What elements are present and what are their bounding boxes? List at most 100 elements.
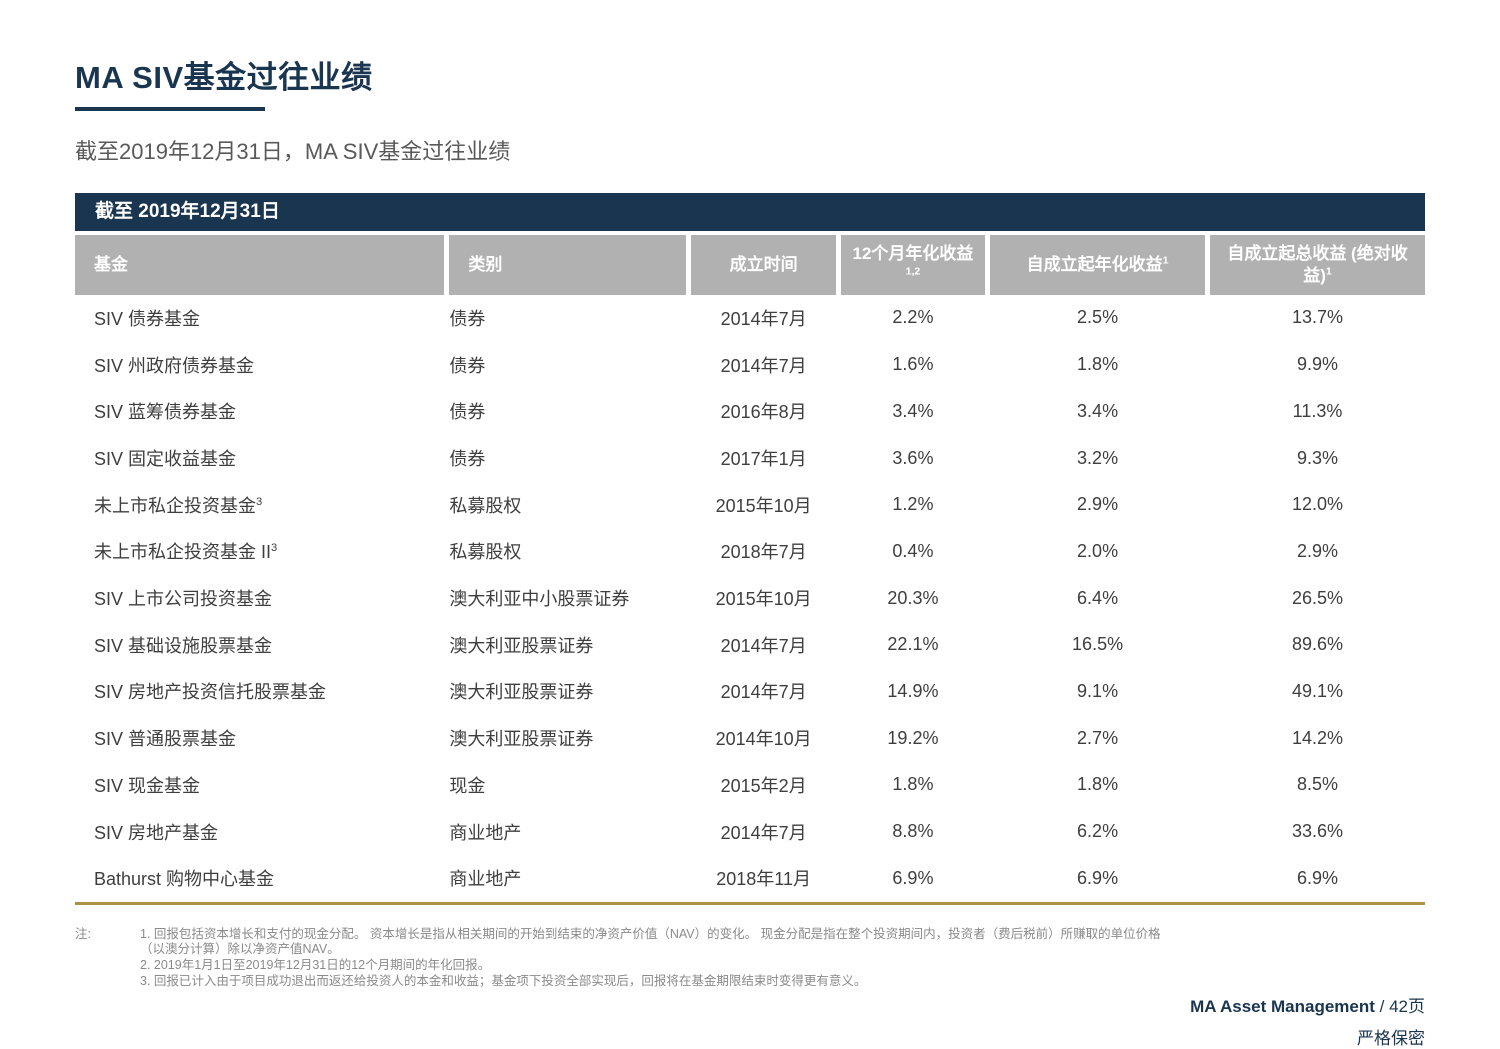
return-total-since-cell: 13.7%: [1292, 307, 1344, 328]
return-total-since-cell: 8.5%: [1297, 774, 1339, 795]
return-12m-cell: 0.4%: [892, 540, 934, 561]
fund-name-cell: SIV 上市公司投资基金: [94, 589, 273, 610]
return-total-since-cell: 26.5%: [1292, 587, 1344, 608]
return-annualized-since-cell: 2.0%: [1077, 540, 1119, 561]
return-total-since-cell: 6.9%: [1297, 867, 1339, 888]
table-row: SIV 固定收益基金 债券 2017年1月 3.6% 3.2% 9.3%: [75, 435, 1425, 482]
column-header-label: 12个月年化收益1,2: [852, 244, 974, 277]
inception-cell: 2014年7月: [720, 822, 807, 843]
return-annualized-since-cell: 16.5%: [1072, 634, 1124, 655]
table-row: SIV 普通股票基金 澳大利亚股票证券 2014年10月 19.2% 2.7% 14.2%: [75, 715, 1425, 762]
return-annualized-since-cell: 6.4%: [1077, 587, 1119, 608]
inception-cell: 2015年10月: [715, 495, 812, 516]
footnote-marker: 1,2: [905, 264, 921, 277]
page-subtitle: 截至2019年12月31日，MA SIV基金过往业绩: [75, 138, 511, 164]
inception-cell: 2014年10月: [715, 729, 812, 750]
fund-name-cell: SIV 房地产基金: [94, 822, 219, 843]
column-header-label: 成立时间: [729, 255, 798, 275]
fund-name-cell: 未上市私企投资基金 II3: [94, 542, 278, 563]
return-12m-cell: 3.6%: [892, 447, 934, 468]
inception-cell: 2018年11月: [716, 869, 811, 890]
page-number: / 42页: [1374, 996, 1425, 1016]
return-annualized-since-cell: 9.1%: [1077, 680, 1119, 701]
return-12m-cell: 14.9%: [887, 680, 939, 701]
column-header-4: 自成立起年化收益1: [990, 234, 1206, 295]
category-cell: 私募股权: [449, 542, 522, 563]
return-total-since-cell: 9.9%: [1297, 354, 1339, 375]
table-row: SIV 蓝筹债券基金 债券 2016年8月 3.4% 3.4% 11.3%: [75, 388, 1425, 435]
table-row: SIV 上市公司投资基金 澳大利亚中小股票证券 2015年10月 20.3% 6.4% 2…: [75, 575, 1425, 622]
return-annualized-since-cell: 2.5%: [1077, 307, 1119, 328]
fund-name-cell: 未上市私企投资基金3: [94, 495, 263, 516]
category-cell: 债券: [449, 308, 486, 329]
fund-performance-table: 截至 2019年12月31日 基金 类别 成立时间 12个月年化收益1,2 自成立起年化…: [75, 192, 1425, 905]
category-cell: 债券: [449, 402, 486, 423]
return-12m-cell: 19.2%: [887, 727, 939, 748]
footer-brand-line: MA Asset Management / 42页: [75, 992, 1425, 1017]
table-row: 未上市私企投资基金 II3 私募股权 2018年7月 0.4% 2.0% 2.9%: [75, 528, 1425, 575]
category-cell: 澳大利亚股票证券: [449, 635, 594, 656]
return-12m-cell: 1.2%: [892, 494, 934, 515]
column-header-label: 基金: [94, 255, 128, 275]
inception-cell: 2014年7月: [720, 635, 807, 656]
return-total-since-cell: 9.3%: [1297, 447, 1339, 468]
fund-name-cell: Bathurst 购物中心基金: [94, 869, 275, 890]
inception-cell: 2017年1月: [720, 449, 807, 470]
column-header-0: 基金: [75, 234, 445, 295]
inception-cell: 2016年8月: [720, 402, 807, 423]
table-body: SIV 债券基金 债券 2014年7月 2.2% 2.5% 13.7% SIV 州政府债券基…: [75, 295, 1425, 905]
table-row: SIV 现金基金 现金 2015年2月 1.8% 1.8% 8.5%: [75, 762, 1425, 809]
category-cell: 澳大利亚股票证券: [449, 682, 594, 703]
column-header-2: 成立时间: [691, 234, 836, 295]
return-12m-cell: 20.3%: [887, 587, 939, 608]
table-row: Bathurst 购物中心基金 商业地产 2018年11月 6.9% 6.9% 6.9%: [75, 855, 1425, 902]
footnotes-body: 1. 回报包括资本增长和支付的现金分配。 资本增长是指从相关期间的开始到结束的净…: [140, 927, 1188, 990]
return-annualized-since-cell: 1.8%: [1077, 774, 1119, 795]
table-banner: 截至 2019年12月31日: [75, 192, 1425, 231]
return-12m-cell: 6.9%: [892, 867, 934, 888]
brand-name: MA Asset Management: [1190, 996, 1375, 1016]
inception-cell: 2018年7月: [720, 542, 807, 563]
return-12m-cell: 3.4%: [892, 400, 934, 421]
inception-cell: 2014年7月: [720, 355, 807, 376]
return-total-since-cell: 33.6%: [1292, 821, 1344, 842]
return-annualized-since-cell: 2.7%: [1077, 727, 1119, 748]
fund-name-cell: SIV 蓝筹债券基金: [94, 402, 237, 423]
inception-cell: 2014年7月: [720, 682, 807, 703]
return-12m-cell: 22.1%: [887, 634, 939, 655]
footnotes: 注: 1. 回报包括资本增长和支付的现金分配。 资本增长是指从相关期间的开始到结…: [75, 927, 1425, 990]
return-total-since-cell: 11.3%: [1292, 400, 1343, 421]
return-annualized-since-cell: 3.2%: [1077, 447, 1119, 468]
return-total-since-cell: 14.2%: [1292, 727, 1344, 748]
return-annualized-since-cell: 6.2%: [1077, 821, 1119, 842]
return-total-since-cell: 2.9%: [1297, 540, 1339, 561]
category-cell: 澳大利亚股票证券: [449, 729, 594, 750]
return-12m-cell: 2.2%: [892, 307, 934, 328]
category-cell: 私募股权: [449, 495, 522, 516]
return-12m-cell: 1.8%: [892, 774, 934, 795]
fund-name-cell: SIV 债券基金: [94, 308, 201, 329]
fund-name-cell: SIV 普通股票基金: [94, 729, 237, 750]
footnote-marker: 1: [1162, 254, 1169, 267]
fund-name-cell: SIV 州政府债券基金: [94, 355, 255, 376]
table-row: SIV 房地产投资信托股票基金 澳大利亚股票证券 2014年7月 14.9% 9.1% 4…: [75, 668, 1425, 715]
return-12m-cell: 8.8%: [892, 821, 934, 842]
return-total-since-cell: 12.0%: [1292, 494, 1344, 515]
fund-name-cell: SIV 房地产投资信托股票基金: [94, 682, 327, 703]
category-cell: 债券: [449, 449, 486, 470]
footnote-item-1: 1. 回报包括资本增长和支付的现金分配。 资本增长是指从相关期间的开始到结束的净…: [140, 926, 1161, 957]
footnote-item-3: 3. 回报已计入由于项目成功退出而返还给投资人的本金和收益；基金项下投资全部实现…: [140, 973, 867, 988]
inception-cell: 2015年2月: [720, 775, 807, 796]
table-row: SIV 基础设施股票基金 澳大利亚股票证券 2014年7月 22.1% 16.5% 89.…: [75, 621, 1425, 668]
category-cell: 债券: [449, 355, 486, 376]
table-row: SIV 债券基金 债券 2014年7月 2.2% 2.5% 13.7%: [75, 295, 1425, 342]
column-header-5: 自成立起总收益 (绝对收益)1: [1210, 234, 1425, 295]
inception-cell: 2014年7月: [720, 308, 807, 329]
page-title: MA SIV基金过往业绩: [75, 60, 373, 95]
footnote-marker: 3: [271, 542, 278, 555]
column-header-label: 类别: [468, 255, 503, 275]
footnote-item-2: 2. 2019年1月1日至2019年12月31日的12个月期间的年化回报。: [140, 958, 491, 973]
table-row: 未上市私企投资基金3 私募股权 2015年10月 1.2% 2.9% 12.0%: [75, 481, 1425, 528]
category-cell: 现金: [449, 775, 486, 796]
